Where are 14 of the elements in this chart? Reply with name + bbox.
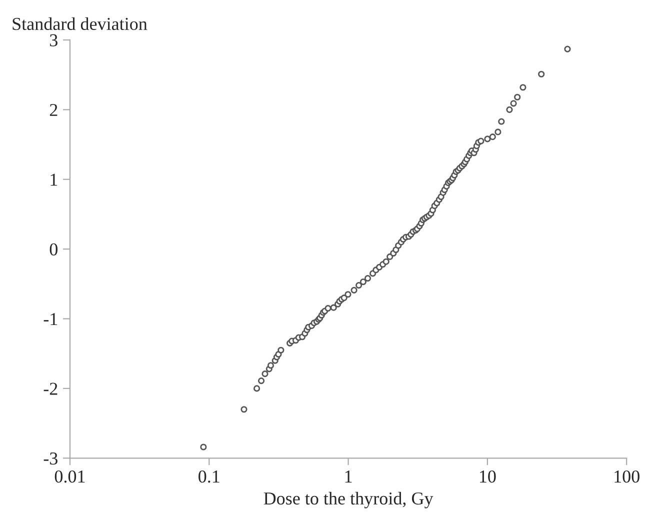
y-tick-label: 2 (50, 104, 58, 116)
y-tick-label: 0 (50, 243, 58, 256)
x-tick-label: 0.1 (198, 470, 220, 483)
y-tick-label: -1 (44, 313, 58, 326)
y-tick-label: -2 (44, 382, 58, 395)
y-tick-label: 1 (50, 174, 58, 186)
x-tick-label: 0.01 (54, 470, 85, 483)
x-axis-title: Dose to the thyroid, Gy (264, 492, 434, 508)
y-tick-label: -3 (44, 452, 58, 465)
x-tick-label: 100 (614, 470, 640, 483)
x-tick-label: 10 (480, 470, 496, 483)
y-tick-label: 3 (50, 34, 58, 46)
y-axis-title: Standard deviation (12, 17, 148, 30)
x-tick-label: 1 (345, 470, 352, 482)
